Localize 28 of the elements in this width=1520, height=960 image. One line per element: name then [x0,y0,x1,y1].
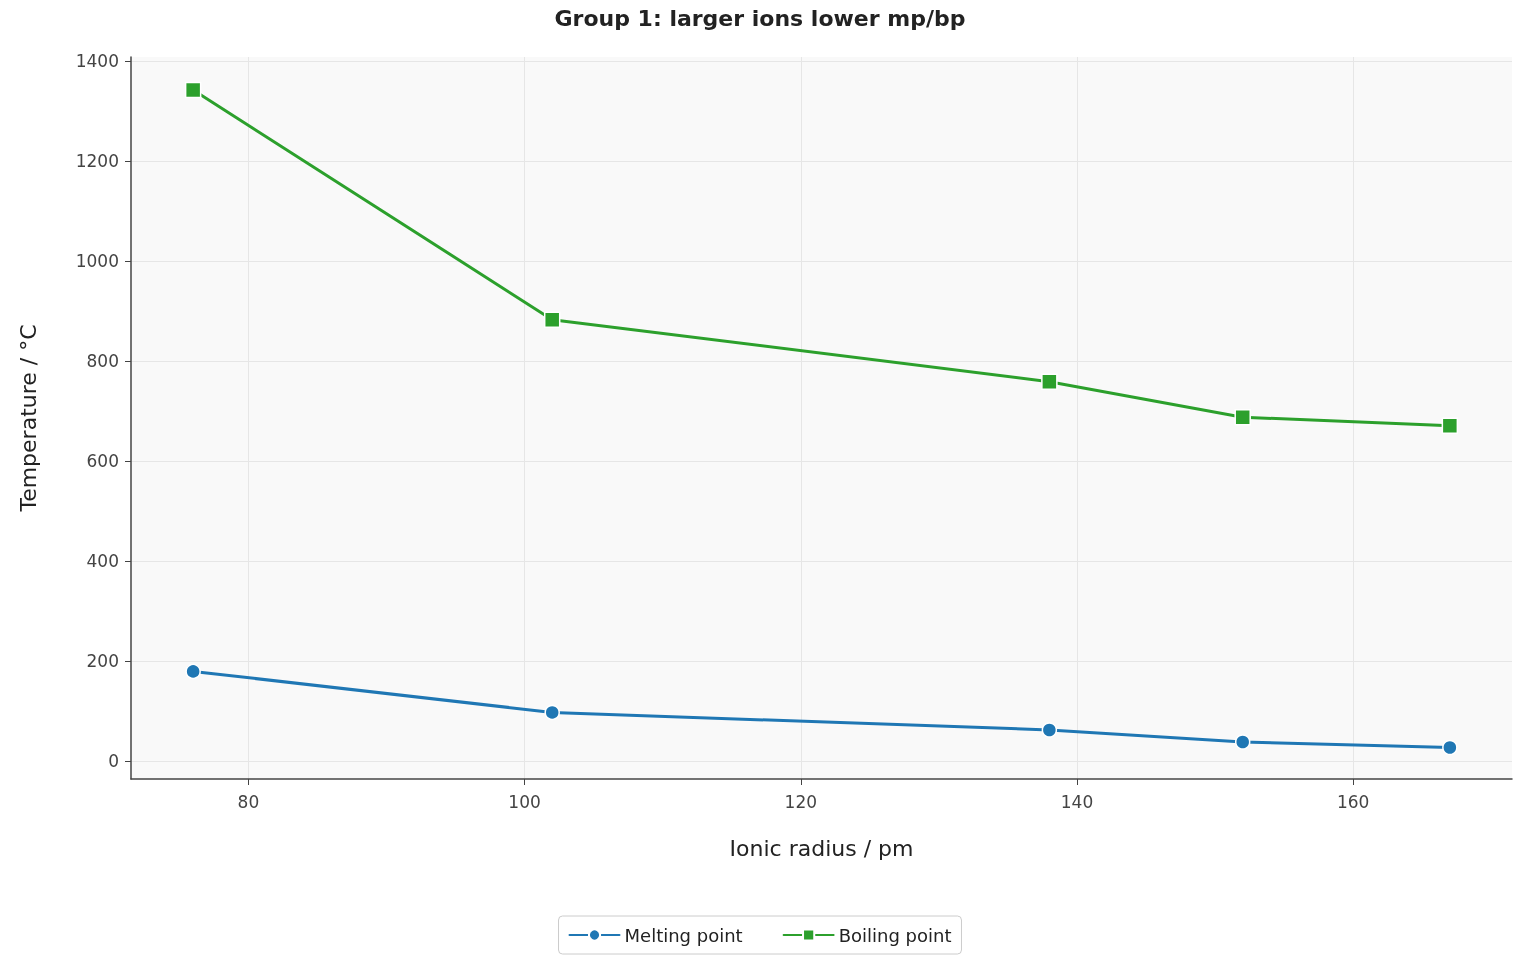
point [1041,373,1058,390]
point [1234,734,1251,750]
y-tick-label: 1000 [75,251,119,272]
y-tick-label: 1200 [75,151,119,172]
y-tick-label: 600 [86,451,119,472]
x-tick-label: 140 [1060,791,1094,812]
y-tick-label: 800 [86,351,119,372]
point [1441,417,1459,435]
x-tick-label: 80 [237,791,260,812]
x-axis-title: Ionic radius / pm [729,835,914,861]
point [184,81,202,99]
chart-title: Group 1: larger ions lower mp/bp [554,5,966,31]
legend-label: Boiling point [838,924,952,946]
y-tick-label: 200 [86,651,119,672]
y-tick-label: 0 [108,751,119,772]
x-tick-label: 120 [784,791,818,812]
point [544,704,560,721]
point [543,311,561,328]
point [1234,409,1251,426]
legend-label: Melting point [624,924,743,946]
x-tick-label: 100 [508,791,541,812]
y-tick-label: 400 [86,551,119,572]
y-tick-label: 1400 [75,51,119,71]
point [1442,739,1458,756]
point [185,663,201,680]
x-tick-label: 160 [1336,791,1370,812]
y-axis-title: Temperature / °C [15,324,41,513]
point [1041,722,1058,738]
